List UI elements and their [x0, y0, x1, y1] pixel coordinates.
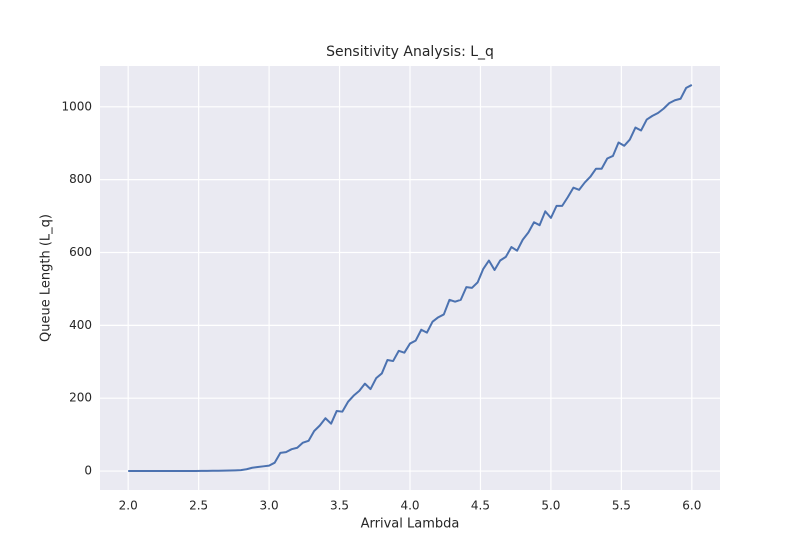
x-tick-label: 2.5	[189, 499, 208, 513]
y-tick-label: 600	[69, 245, 92, 259]
x-tick-label: 2.0	[119, 499, 138, 513]
y-axis-label: Queue Length (L_q)	[39, 214, 54, 342]
y-tick-label: 1000	[61, 99, 92, 113]
chart-title: Sensitivity Analysis: L_q	[326, 44, 494, 60]
x-tick-label: 3.5	[330, 499, 349, 513]
y-tick-label: 800	[69, 172, 92, 186]
y-tick-label: 200	[69, 391, 92, 405]
x-tick-label: 5.5	[612, 499, 631, 513]
y-tick-label: 0	[84, 464, 92, 478]
line	[128, 84, 693, 473]
x-tick-label: 4.5	[471, 499, 490, 513]
x-tick-label: 3.0	[260, 499, 279, 513]
x-tick-label: 4.0	[400, 499, 419, 513]
y-tick-label: 400	[69, 318, 92, 332]
x-tick-label: 5.0	[541, 499, 560, 513]
x-tick-label: 6.0	[682, 499, 701, 513]
x-axis-label: Arrival Lambda	[361, 517, 460, 532]
